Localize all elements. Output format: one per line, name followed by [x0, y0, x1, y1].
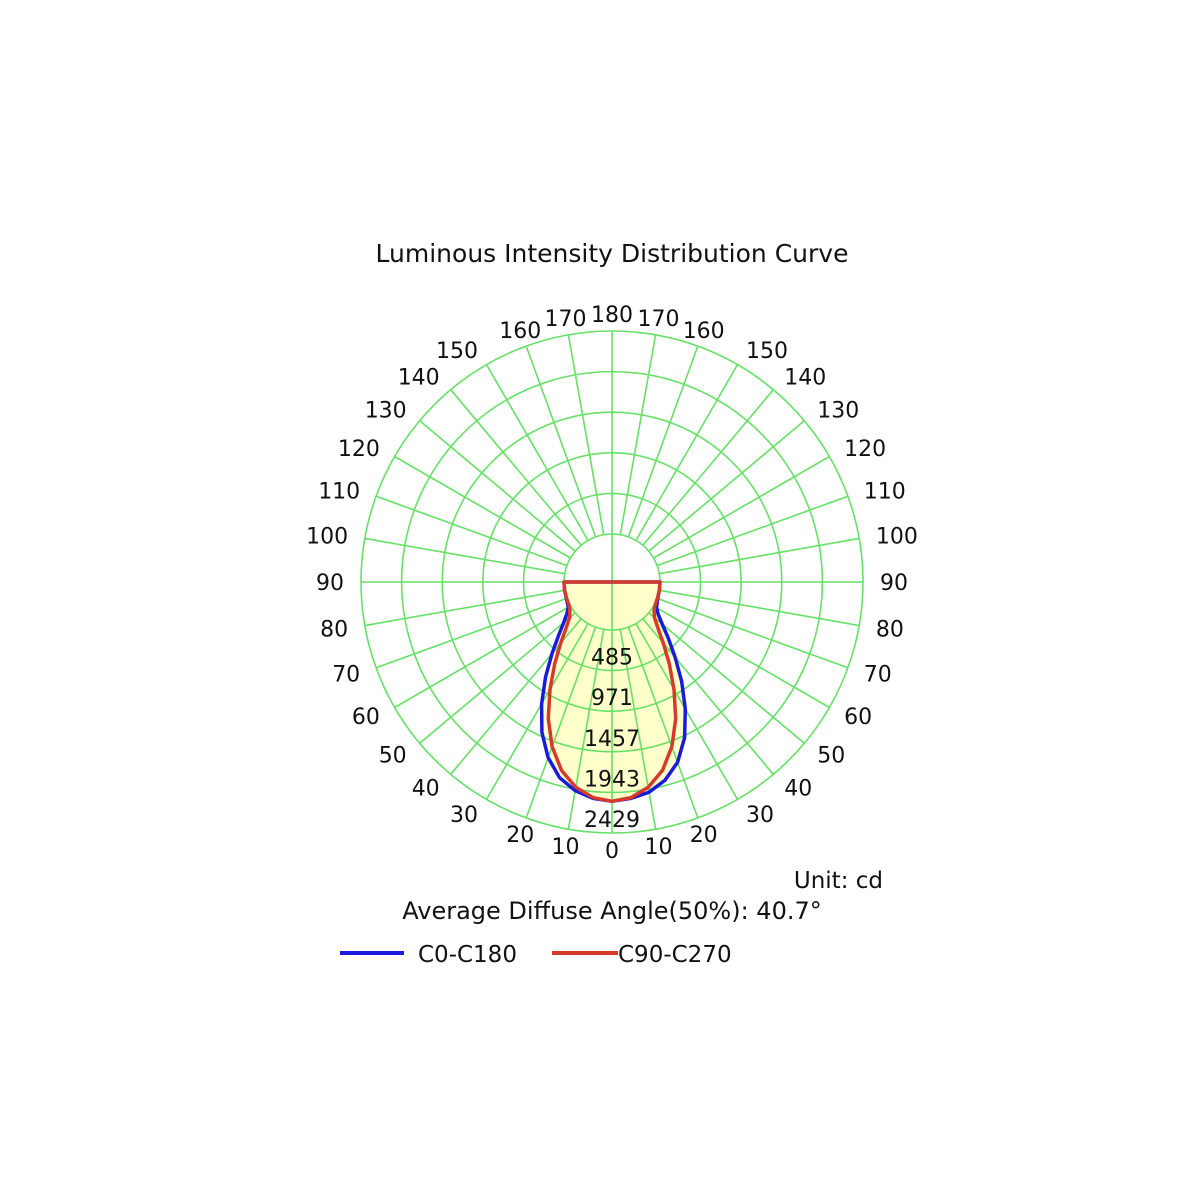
grid-spoke — [375, 495, 568, 567]
grid-spoke — [635, 364, 739, 541]
grid-spoke — [485, 623, 589, 800]
grid-spoke — [648, 612, 805, 744]
angle-tick-labels: 0102030405060708090100110120130140150160… — [306, 303, 918, 864]
unit-label: Unit: cd — [794, 868, 883, 894]
angle-tick-label: 30 — [746, 803, 774, 828]
angle-tick-label: 0 — [605, 839, 619, 864]
diffuse-angle-label: Average Diffuse Angle(50%): 40.7° — [402, 897, 822, 925]
grid-spoke — [450, 389, 582, 546]
angle-tick-label: 100 — [306, 525, 348, 550]
grid-spoke — [642, 389, 774, 546]
grid-spoke — [648, 420, 805, 552]
grid-spoke — [525, 626, 597, 819]
grid-spoke — [653, 605, 830, 709]
grid-spoke — [525, 345, 597, 538]
angle-tick-label: 20 — [690, 823, 718, 848]
grid-spoke — [394, 605, 571, 709]
angle-tick-label: 170 — [545, 307, 587, 332]
angle-tick-label: 110 — [318, 479, 360, 504]
grid-spoke — [619, 334, 657, 535]
angle-tick-label: 160 — [683, 319, 725, 344]
angle-tick-label: 20 — [506, 823, 534, 848]
grid-spoke — [653, 455, 830, 559]
beam-fill — [541, 582, 686, 802]
angle-tick-label: 10 — [552, 835, 580, 860]
angle-tick-label: 10 — [645, 835, 673, 860]
legend: C0-C180 C90-C270 — [340, 942, 732, 968]
angle-tick-label: 140 — [784, 366, 826, 391]
angle-tick-label: 150 — [746, 339, 788, 364]
beam-fill-area — [541, 582, 686, 802]
grid-spoke — [419, 612, 576, 744]
chart-title: Luminous Intensity Distribution Curve — [376, 239, 849, 268]
angle-tick-label: 80 — [320, 618, 348, 643]
grid-spoke — [659, 537, 860, 575]
angle-tick-label: 90 — [880, 571, 908, 596]
angle-tick-label: 70 — [864, 663, 892, 688]
series-line-c90-c270 — [546, 580, 678, 804]
angle-tick-label: 130 — [365, 399, 407, 424]
angle-tick-label: 100 — [876, 525, 918, 550]
angle-tick-label: 50 — [817, 743, 845, 768]
angle-tick-label: 40 — [412, 776, 440, 801]
grid-spoke — [394, 455, 571, 559]
angle-tick-label: 110 — [864, 479, 906, 504]
radial-tick-label: 971 — [591, 686, 633, 711]
grid-spoke — [364, 589, 565, 627]
radial-tick-label: 1457 — [584, 727, 640, 752]
grid-spoke — [419, 420, 576, 552]
angle-tick-label: 180 — [591, 303, 633, 328]
grid-spoke — [659, 589, 860, 627]
radial-tick-label: 1943 — [584, 767, 640, 792]
angle-tick-label: 70 — [332, 663, 360, 688]
angle-tick-label: 50 — [379, 743, 407, 768]
grid-spoke — [485, 364, 589, 541]
grid-spoke — [375, 597, 568, 669]
grid-spoke — [619, 629, 657, 830]
grid-spoke — [567, 629, 605, 830]
grid-spoke — [627, 626, 699, 819]
angle-tick-label: 140 — [398, 366, 440, 391]
angle-tick-label: 160 — [499, 319, 541, 344]
grid-spoke — [656, 495, 849, 567]
legend-label-c90-c270: C90-C270 — [618, 942, 732, 968]
legend-label-c0-c180: C0-C180 — [418, 942, 517, 968]
grid-spoke — [656, 597, 849, 669]
radial-tick-label: 2429 — [584, 808, 640, 833]
angle-tick-label: 120 — [844, 437, 886, 462]
series-layer — [539, 580, 688, 804]
angle-tick-label: 170 — [638, 307, 680, 332]
angle-tick-label: 120 — [338, 437, 380, 462]
radial-tick-label: 485 — [591, 646, 633, 671]
grid-spoke — [567, 334, 605, 535]
angle-tick-label: 150 — [436, 339, 478, 364]
angle-tick-label: 60 — [352, 705, 380, 730]
radial-tick-labels: 485 971 1457 1943 2429 — [584, 646, 640, 834]
angle-tick-label: 30 — [450, 803, 478, 828]
angle-tick-label: 40 — [784, 776, 812, 801]
angle-tick-label: 90 — [316, 571, 344, 596]
grid-spoke — [627, 345, 699, 538]
angle-tick-label: 80 — [876, 618, 904, 643]
angle-tick-label: 60 — [844, 705, 872, 730]
angle-tick-label: 130 — [817, 399, 859, 424]
grid-spoke — [364, 537, 565, 575]
